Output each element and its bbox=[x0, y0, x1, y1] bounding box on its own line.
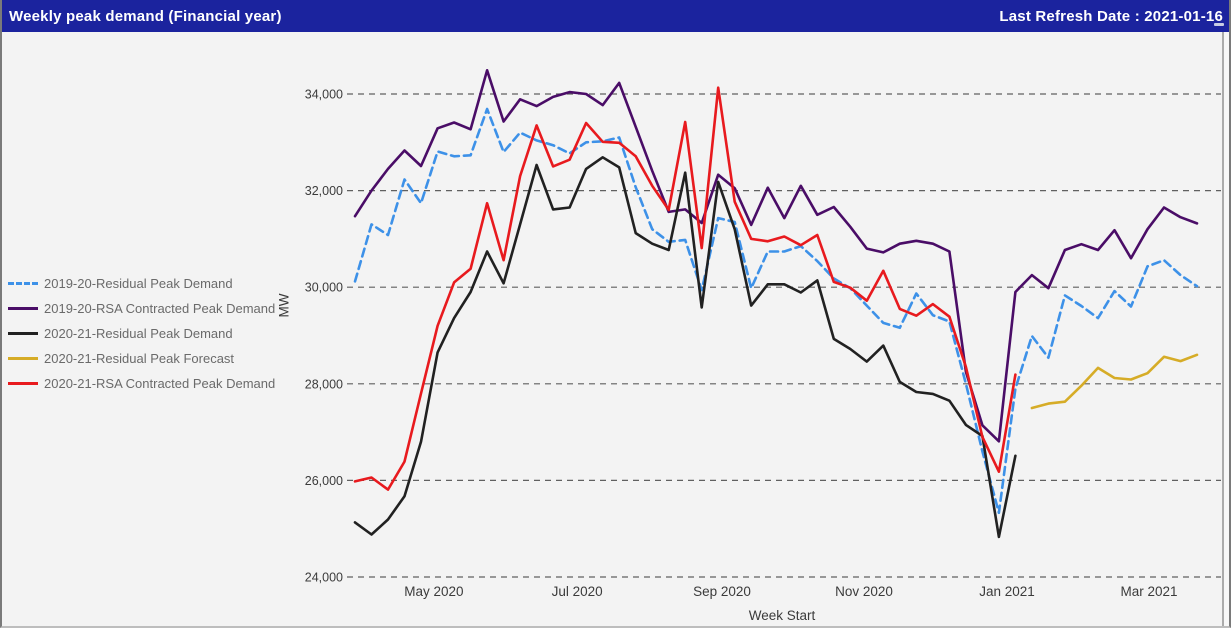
right-margin-strip bbox=[1222, 32, 1229, 626]
last-refresh-label: Last Refresh Date : 2021-01-16 bbox=[999, 7, 1223, 25]
page-title: Weekly peak demand (Financial year) bbox=[9, 7, 282, 25]
legend-swatch-line bbox=[8, 332, 38, 335]
chart-legend: 2019-20-Residual Peak Demand 2019-20-RSA … bbox=[8, 271, 288, 396]
x-axis-tick-label: May 2020 bbox=[404, 584, 463, 599]
legend-item-label: 2020-21-Residual Peak Forecast bbox=[44, 351, 235, 366]
y-axis-tick-label: 26,000 bbox=[305, 474, 343, 488]
y-axis-tick-label: 34,000 bbox=[305, 88, 343, 102]
legend-item-label: 2020-21-RSA Contracted Peak Demand bbox=[44, 376, 276, 391]
legend-item-fy2021-rsa[interactable]: 2020-21-RSA Contracted Peak Demand bbox=[8, 371, 288, 396]
legend-item-label: 2019-20-RSA Contracted Peak Demand bbox=[44, 301, 276, 316]
titlebar-handle bbox=[1214, 23, 1224, 26]
legend-item-label: 2019-20-Residual Peak Demand bbox=[44, 276, 233, 291]
legend-item-label: 2020-21-Residual Peak Demand bbox=[44, 326, 233, 341]
legend-item-fy1920-residual[interactable]: 2019-20-Residual Peak Demand bbox=[8, 271, 288, 296]
legend-item-fy2021-residual[interactable]: 2020-21-Residual Peak Demand bbox=[8, 321, 288, 346]
x-axis-tick-label: Nov 2020 bbox=[835, 584, 893, 599]
legend-swatch-line bbox=[8, 307, 38, 310]
x-axis-tick-label: Sep 2020 bbox=[693, 584, 751, 599]
series-line-2019-20-residual-peak-demand[interactable] bbox=[353, 107, 1199, 515]
x-axis-title: Week Start bbox=[748, 608, 816, 623]
y-axis-tick-label: 24,000 bbox=[305, 571, 343, 585]
series-line-2020-21-residual-peak-demand[interactable] bbox=[353, 156, 1017, 539]
series-line-2020-21-rsa-contracted-peak-demand[interactable] bbox=[353, 86, 1017, 491]
visual-title-bar: Weekly peak demand (Financial year) Last… bbox=[2, 0, 1229, 32]
x-axis-tick-label: Mar 2021 bbox=[1120, 584, 1177, 599]
x-axis-tick-label: Jan 2021 bbox=[979, 584, 1035, 599]
x-axis-tick-label: Jul 2020 bbox=[552, 584, 603, 599]
chart-plot-area: 24,000 26,000 28,000 30,000 32,000 34,000 May … bbox=[305, 69, 1221, 599]
line-chart: 24,000 26,000 28,000 30,000 32,000 34,000 May … bbox=[2, 32, 1229, 626]
legend-item-fy1920-rsa[interactable]: 2019-20-RSA Contracted Peak Demand bbox=[8, 296, 288, 321]
y-axis-tick-label: 32,000 bbox=[305, 184, 343, 198]
series-line-2019-20-rsa-contracted-peak-demand[interactable] bbox=[353, 69, 1199, 443]
right-divider bbox=[1222, 32, 1224, 626]
legend-item-fy2021-forecast[interactable]: 2020-21-Residual Peak Forecast bbox=[8, 346, 288, 371]
legend-swatch-line bbox=[8, 382, 38, 385]
y-axis-tick-label: 30,000 bbox=[305, 281, 343, 295]
legend-swatch-line bbox=[8, 357, 38, 360]
legend-swatch-line bbox=[8, 282, 38, 285]
y-axis-title: MW bbox=[276, 293, 292, 318]
y-axis-tick-label: 28,000 bbox=[305, 377, 343, 391]
series-line-2020-21-residual-peak-forecast[interactable] bbox=[1030, 353, 1199, 410]
